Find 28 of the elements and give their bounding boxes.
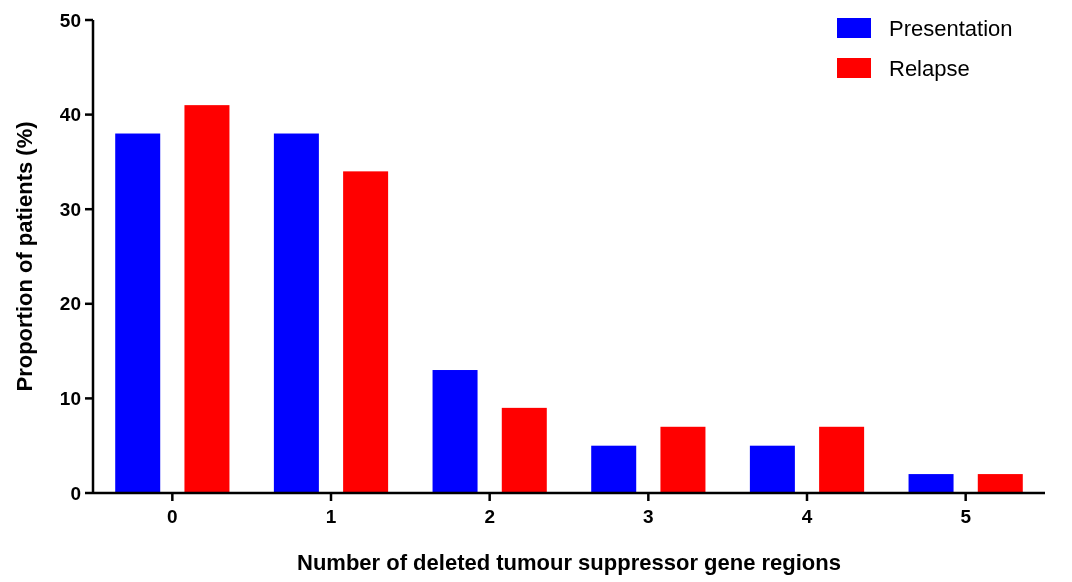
x-tick-label: 3 <box>643 506 654 527</box>
y-tick-label: 50 <box>59 9 81 31</box>
y-tick-label: 20 <box>59 293 81 315</box>
bar <box>501 407 547 493</box>
bar <box>184 105 230 493</box>
bar <box>273 133 319 493</box>
y-tick-label: 40 <box>59 104 81 126</box>
x-tick-label: 4 <box>801 506 813 527</box>
bar <box>977 474 1023 493</box>
bar <box>819 426 865 493</box>
bar <box>115 133 161 493</box>
bar <box>749 445 795 493</box>
y-tick-label: 30 <box>59 198 81 220</box>
x-tick-label: 5 <box>960 506 972 527</box>
bar <box>660 426 706 493</box>
bar <box>432 370 478 493</box>
y-axis-title: Proportion of patients (%) <box>12 121 37 392</box>
bar <box>343 171 389 493</box>
legend-label: Presentation <box>889 15 1013 41</box>
legend-label: Relapse <box>889 55 970 81</box>
x-axis-title: Number of deleted tumour suppressor gene regions <box>297 550 841 575</box>
y-tick-label: 0 <box>70 482 81 504</box>
x-tick-label: 2 <box>484 506 495 527</box>
x-tick-label: 1 <box>325 506 337 527</box>
bar <box>591 445 637 493</box>
x-tick-label: 0 <box>167 506 178 527</box>
y-tick-label: 10 <box>59 388 81 410</box>
bar <box>908 474 954 493</box>
